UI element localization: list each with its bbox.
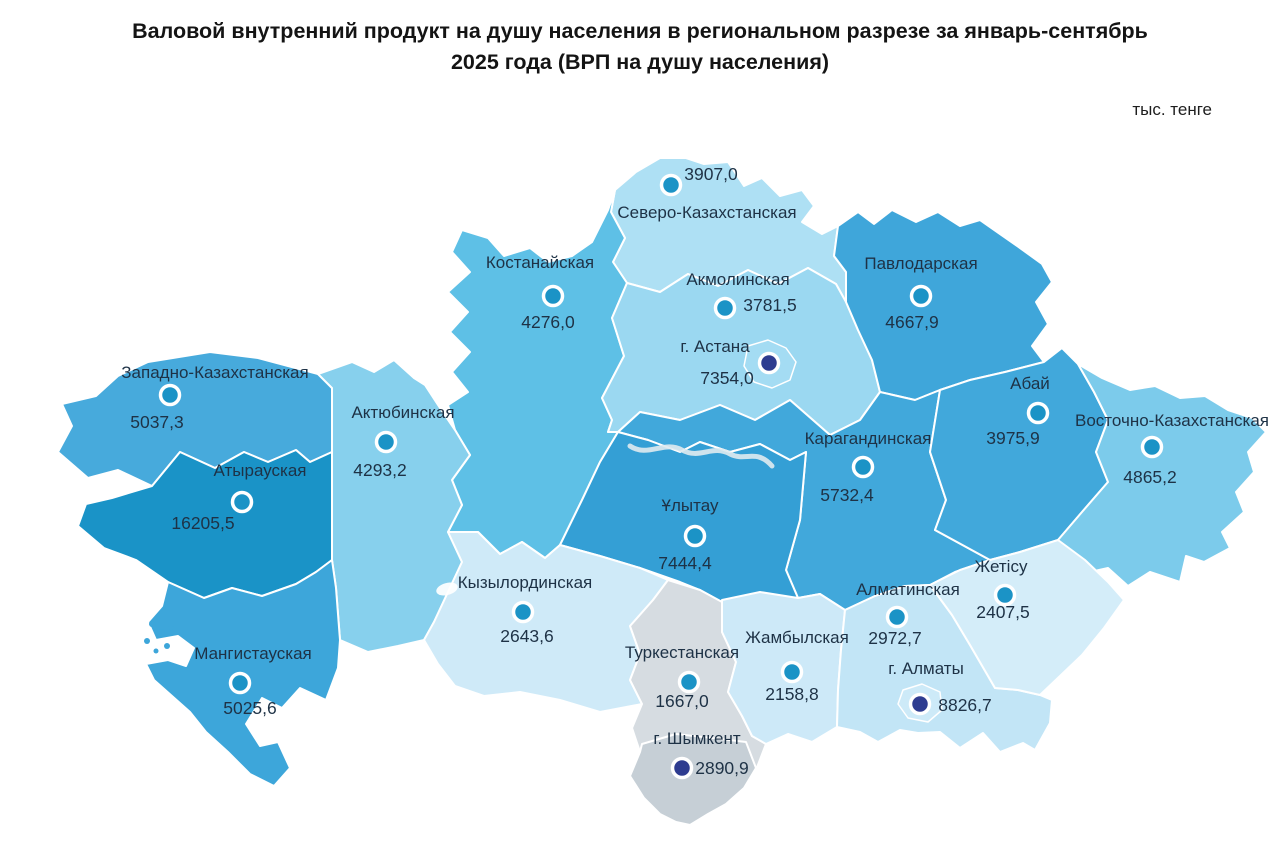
region-label: Мангистауская	[194, 644, 312, 663]
region-marker-almaty_obl: Алматинская 2972,7	[856, 580, 960, 648]
region-label: г. Шымкент	[653, 729, 741, 748]
region-marker-zhambyl: Жамбылская 2158,8	[745, 628, 849, 704]
region-value: 3781,5	[743, 295, 797, 315]
region-marker-ulytau: Ұлытау 7444,4	[658, 496, 719, 573]
region-value: 2972,7	[868, 628, 922, 648]
region-label: Северо-Казахстанская	[617, 203, 796, 222]
region-label: Актюбинская	[351, 403, 454, 422]
region-marker-kyzylorda: Кызылординская 2643,6	[458, 573, 593, 646]
region-value: 4865,2	[1123, 467, 1177, 487]
region-value: 1667,0	[655, 691, 709, 711]
region-value: 4276,0	[521, 312, 575, 332]
page-title: Валовой внутренний продукт на душу насел…	[0, 16, 1280, 78]
region-label: Карагандинская	[805, 429, 932, 448]
caspian-islands	[144, 621, 174, 654]
region-vko[interactable]	[1057, 363, 1267, 587]
region-value: 4293,2	[353, 460, 407, 480]
region-value: 3907,0	[684, 164, 738, 184]
region-label: Западно-Казахстанская	[121, 363, 308, 382]
region-marker-akmola: Акмолинская 3781,5	[686, 270, 797, 320]
region-value: 4667,9	[885, 312, 939, 332]
region-dot	[677, 670, 701, 694]
region-marker-sko: Северо-Казахстанская 3907,0	[617, 164, 796, 222]
region-value: 2158,8	[765, 684, 819, 704]
river-line	[627, 443, 775, 469]
region-dot	[757, 351, 781, 375]
decor-layer	[144, 443, 775, 654]
region-marker-turkestan: Туркестанская 1667,0	[625, 643, 739, 711]
region-marker-mangystau: Мангистауская 5025,6	[194, 644, 312, 718]
region-value: 2890,9	[695, 758, 749, 778]
region-value: 2407,5	[976, 602, 1030, 622]
region-shymkent[interactable]	[629, 733, 757, 826]
region-dot	[1026, 401, 1050, 425]
region-value: 5732,4	[820, 485, 874, 505]
region-marker-almaty: г. Алматы 8826,7	[888, 659, 992, 716]
region-label: Восточно-Казахстанская	[1075, 411, 1269, 430]
region-label: Абай	[1010, 374, 1050, 393]
region-marker-pavlodar: Павлодарская 4667,9	[864, 254, 977, 332]
region-label: Павлодарская	[864, 254, 977, 273]
region-value: 16205,5	[171, 513, 234, 533]
region-dot	[993, 583, 1017, 607]
region-label: Ұлытау	[662, 496, 719, 515]
region-marker-astana: г. Астана 7354,0	[680, 337, 781, 388]
page-title-line1: Валовой внутренний продукт на душу насел…	[132, 19, 1148, 43]
region-label: Алматинская	[856, 580, 960, 599]
region-dot	[885, 605, 909, 629]
region-dot	[1140, 435, 1164, 459]
region-dot	[158, 383, 182, 407]
regions-layer	[57, 157, 1267, 826]
lake	[436, 582, 458, 596]
region-dot	[230, 490, 254, 514]
region-ulytau[interactable]	[559, 431, 807, 603]
region-dot	[713, 296, 737, 320]
region-dot	[541, 284, 565, 308]
region-label: г. Астана	[680, 337, 750, 356]
region-dot	[908, 692, 932, 716]
region-label: Атырауская	[214, 461, 307, 480]
region-label: Кызылординская	[458, 573, 593, 592]
region-label: Туркестанская	[625, 643, 739, 662]
region-marker-kostanay: Костанайская 4276,0	[486, 253, 594, 332]
region-value: 2643,6	[500, 626, 554, 646]
region-value: 3975,9	[986, 428, 1040, 448]
region-dot	[909, 284, 933, 308]
region-label: Жетісу	[975, 557, 1028, 576]
region-dot	[670, 756, 694, 780]
region-label: г. Алматы	[888, 659, 964, 678]
region-marker-zhetysu: Жетісу 2407,5	[975, 557, 1030, 622]
region-value: 5025,6	[223, 698, 277, 718]
region-marker-zko: Западно-Казахстанская 5037,3	[121, 363, 308, 432]
region-marker-atyrau: Атырауская 16205,5	[171, 461, 306, 533]
region-dot	[228, 671, 252, 695]
markers-layer: Северо-Казахстанская 3907,0 Костанайская 42…	[121, 164, 1269, 780]
region-label: Жамбылская	[745, 628, 849, 647]
region-marker-vko: Восточно-Казахстанская 4865,2	[1075, 411, 1269, 487]
region-dot	[659, 173, 683, 197]
region-dot	[374, 430, 398, 454]
region-dot	[511, 600, 535, 624]
region-label: Акмолинская	[686, 270, 789, 289]
region-dot	[780, 660, 804, 684]
region-marker-karaganda: Карагандинская 5732,4	[805, 429, 932, 505]
region-value: 8826,7	[938, 695, 992, 715]
page-title-line2: 2025 года (ВРП на душу населения)	[450, 50, 830, 75]
region-value: 7354,0	[700, 368, 754, 388]
region-marker-aktobe: Актюбинская 4293,2	[351, 403, 454, 480]
region-marker-abay: Абай 3975,9	[986, 374, 1050, 448]
region-zhetysu[interactable]	[929, 539, 1125, 696]
region-dot	[683, 524, 707, 548]
region-value: 7444,4	[658, 553, 712, 573]
unit-label: тыс. тенге	[1132, 100, 1212, 119]
region-dot	[851, 455, 875, 479]
region-marker-shymkent: г. Шымкент 2890,9	[653, 729, 749, 780]
region-value: 5037,3	[130, 412, 184, 432]
region-label: Костанайская	[486, 253, 594, 272]
